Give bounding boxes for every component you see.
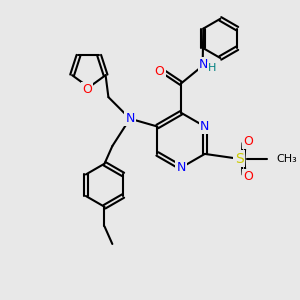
Text: O: O: [243, 170, 253, 183]
Text: N: N: [200, 120, 209, 133]
Text: O: O: [154, 65, 164, 78]
Text: N: N: [199, 58, 208, 71]
Text: O: O: [82, 83, 92, 96]
Text: S: S: [235, 152, 244, 166]
Text: N: N: [125, 112, 135, 125]
Text: O: O: [243, 135, 253, 148]
Text: CH₃: CH₃: [276, 154, 297, 164]
Text: N: N: [176, 161, 186, 174]
Text: H: H: [208, 63, 217, 73]
